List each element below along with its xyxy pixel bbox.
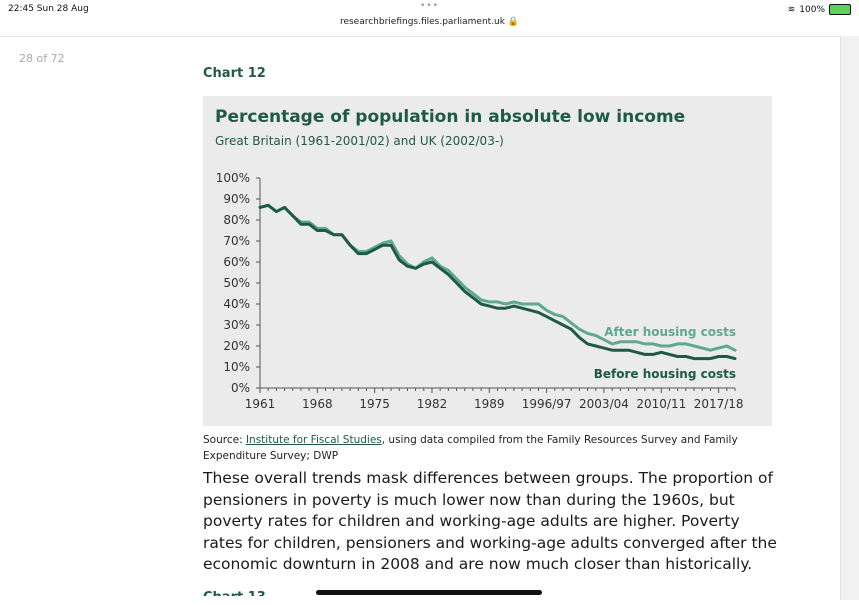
x-tick-label: 2017/18 [694, 397, 744, 411]
y-tick-label: 10% [223, 360, 250, 374]
chart-series [258, 203, 737, 361]
x-tick-label: 1982 [417, 397, 448, 411]
x-tick-label: 2010/11 [636, 397, 686, 411]
chart-subtitle: Great Britain (1961-2001/02) and UK (200… [215, 134, 504, 148]
y-tick-label: 100% [216, 171, 250, 185]
chart-axes: 0% 10% 20% 30% 40% 50% 60% 70% 80% 90% 100% 1961 196… [216, 171, 744, 411]
source-link[interactable]: Institute for Fiscal Studies [245, 434, 382, 446]
next-chart-label: Chart 13 [203, 590, 266, 605]
status-bar: 22:45 Sun 28 Aug ••• researchbriefings.f… [0, 0, 859, 37]
y-tick-label: 20% [223, 339, 250, 353]
x-tick-label: 1989 [474, 397, 505, 411]
y-tick-label: 60% [223, 255, 250, 269]
battery-percent: 100% [799, 4, 825, 15]
x-tick-label: 1996/97 [522, 397, 572, 411]
y-tick-label: 80% [223, 213, 250, 227]
scroll-edge [840, 36, 859, 600]
y-tick-label: 0% [231, 381, 250, 395]
status-time: 22:45 Sun 28 Aug [8, 4, 89, 14]
body-paragraph: These overall trends mask differences be… [203, 469, 777, 573]
system-indicators: ≋ 100% [788, 4, 851, 15]
x-tick-label: 2003/04 [579, 397, 629, 411]
line-chart: Percentage of population in absolute low… [215, 107, 744, 411]
tab-dots-menu[interactable]: ••• [420, 1, 439, 11]
y-tick-label: 90% [223, 192, 250, 206]
home-indicator[interactable] [316, 590, 542, 595]
y-tick-label: 50% [223, 276, 250, 290]
url-bar[interactable]: researchbriefings.files.parliament.uk 🔒 [339, 17, 520, 27]
legend-before-housing: Before housing costs [594, 367, 736, 381]
source-rest: , using data compiled from the Family Re… [203, 434, 738, 462]
x-tick-label: 1968 [302, 397, 333, 411]
legend-after-housing: After housing costs [604, 325, 736, 339]
wifi-icon: ≋ [787, 4, 796, 15]
x-tick-label: 1961 [245, 397, 276, 411]
y-tick-label: 30% [223, 318, 250, 332]
x-tick-label: 1975 [359, 397, 390, 411]
source-note: Source: Institute for Fiscal Studies, us… [203, 432, 773, 464]
y-tick-label: 40% [223, 297, 250, 311]
chart-label: Chart 12 [203, 66, 266, 81]
source-prefix: Source: [203, 434, 246, 446]
page-counter: 28 of 72 [19, 52, 65, 65]
y-tick-label: 70% [223, 234, 250, 248]
battery-icon [829, 4, 851, 15]
chart-title: Percentage of population in absolute low… [215, 107, 685, 127]
chart-container: Percentage of population in absolute low… [203, 96, 772, 426]
series-before-housing-costs [258, 203, 737, 361]
